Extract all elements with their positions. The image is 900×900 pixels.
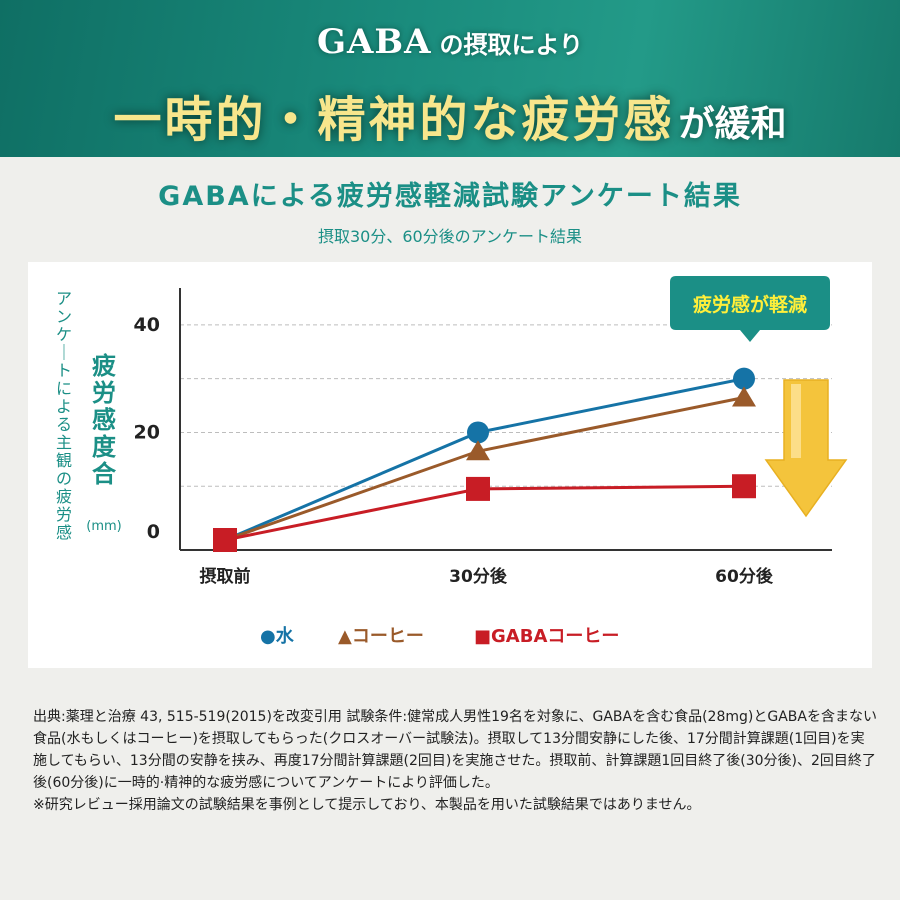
svg-text:ン: ン xyxy=(56,307,72,326)
svg-text:ト: ト xyxy=(56,361,72,380)
banner-intro-text: の摂取により xyxy=(439,31,584,59)
series-3-point xyxy=(466,476,490,501)
series-1-point xyxy=(467,421,489,444)
x-tick-label: 60分後 xyxy=(715,566,774,587)
footnote-note: ※研究レビュー採用論文の試験結果を事例として提示しており、本製品を用いた試験結果… xyxy=(33,797,701,813)
svg-text:労: 労 xyxy=(56,505,72,524)
svg-text:る: る xyxy=(56,415,72,434)
svg-text:主: 主 xyxy=(56,433,72,452)
series-line-2 xyxy=(224,396,745,542)
legend-marker: ■ xyxy=(474,626,491,647)
chart-subtitle: 摂取30分、60分後のアンケート結果 xyxy=(317,227,583,246)
x-tick-label: 摂取前 xyxy=(200,566,251,587)
svg-text:労: 労 xyxy=(92,379,116,407)
x-tick-label: 30分後 xyxy=(449,566,508,587)
svg-text:に: に xyxy=(56,379,72,398)
svg-text:感: 感 xyxy=(56,523,72,542)
svg-text:観: 観 xyxy=(56,451,72,470)
banner-headline-row: 一時的・精神的な疲労感 が緩和 xyxy=(0,80,900,150)
callout-bubble xyxy=(670,276,830,342)
series-3-point xyxy=(213,528,237,552)
legend-marker: ● xyxy=(260,626,276,647)
series-1-point xyxy=(733,367,755,390)
svg-text:感: 感 xyxy=(92,406,116,434)
banner-headline: 一時的・精神的な疲労感 xyxy=(113,92,675,148)
svg-text:合: 合 xyxy=(92,460,117,488)
svg-text:よ: よ xyxy=(56,397,72,416)
footnote-body: 出典:薬理と治療 43, 515-519(2015)を改変引用 試験条件:健常成… xyxy=(33,709,877,791)
svg-text:疲: 疲 xyxy=(56,487,72,506)
banner-headline-tail: が緩和 xyxy=(678,103,787,145)
chart-title: GABAによる疲労感軽減試験アンケート結果 xyxy=(158,181,742,212)
y-tick-label: 20 xyxy=(134,421,160,443)
svg-text:の: の xyxy=(56,469,72,488)
banner-gaba: GABA xyxy=(316,22,432,62)
svg-text:｜: ｜ xyxy=(56,343,72,362)
y-tick-label: 0 xyxy=(147,521,160,543)
header-banner: GABA の摂取により 一時的・精神的な疲労感 が緩和 xyxy=(0,0,900,157)
svg-text:ア: ア xyxy=(56,289,72,308)
y-tick-label: 40 xyxy=(134,314,160,336)
legend-label: GABAコーヒー xyxy=(491,626,619,647)
legend-item-2: ▲コーヒー xyxy=(338,626,424,647)
series-3-point xyxy=(732,474,756,499)
banner-intro: GABA の摂取により xyxy=(0,22,900,62)
chart-panel: 0 20 40 アンケ｜トによる主観の疲労感疲労感度合 (mm) 摂取前 30分後 60分後… xyxy=(28,262,872,668)
series-2-point xyxy=(466,440,490,461)
svg-text:度: 度 xyxy=(92,433,117,461)
y-axis-unit: (mm) xyxy=(86,519,121,534)
series-2-point xyxy=(732,386,756,407)
footnote: 出典:薬理と治療 43, 515-519(2015)を改変引用 試験条件:健常成… xyxy=(33,706,878,816)
legend-label: 水 xyxy=(276,625,295,647)
legend-item-1: ●水 xyxy=(260,625,295,647)
legend-label: コーヒー xyxy=(352,626,424,647)
decrease-arrow-highlight xyxy=(791,384,801,458)
legend-item-3: ■GABAコーヒー xyxy=(474,626,619,647)
svg-text:疲: 疲 xyxy=(92,352,116,380)
callout-text: 疲労感が軽減 xyxy=(693,293,807,316)
decrease-arrow xyxy=(764,379,848,518)
legend-marker: ▲ xyxy=(338,626,352,647)
svg-text:ケ: ケ xyxy=(56,325,72,344)
